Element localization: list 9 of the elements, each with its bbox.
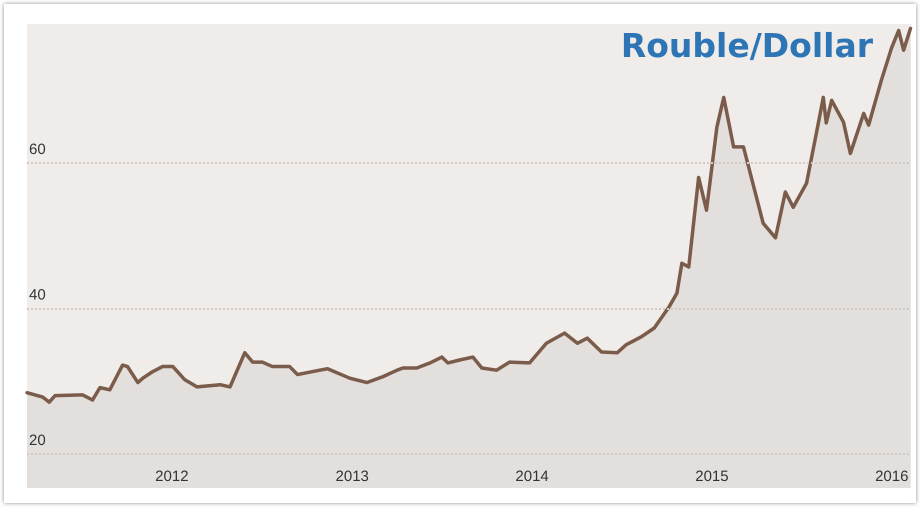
x-tick-label: 2015 <box>695 468 729 485</box>
x-tick-label: 2016 <box>875 468 908 485</box>
x-tick-label: 2012 <box>155 468 189 485</box>
y-tick-label: 20 <box>29 432 46 449</box>
x-tick-label: 2014 <box>515 468 549 485</box>
y-tick-label: 40 <box>29 286 46 304</box>
y-tick-label: 60 <box>29 140 46 158</box>
x-tick-label: 2013 <box>336 468 369 485</box>
chart-title: Rouble/Dollar <box>620 26 874 65</box>
